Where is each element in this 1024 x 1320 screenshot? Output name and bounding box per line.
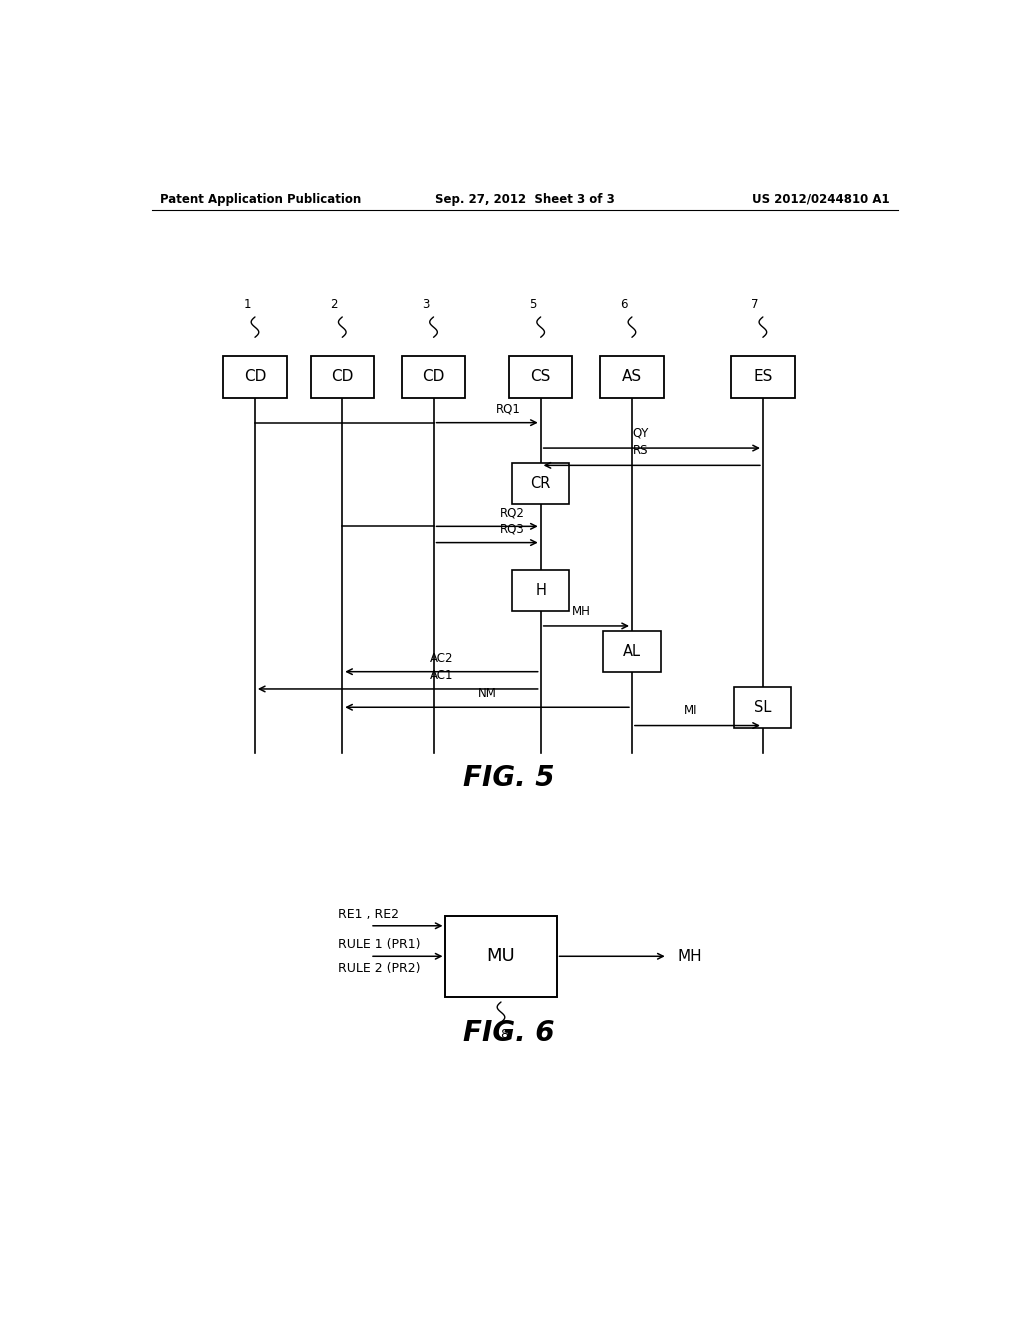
Text: NM: NM — [477, 688, 497, 700]
Bar — [512, 463, 569, 504]
Text: SL: SL — [755, 700, 771, 714]
Text: Sep. 27, 2012  Sheet 3 of 3: Sep. 27, 2012 Sheet 3 of 3 — [435, 193, 614, 206]
Text: 8: 8 — [500, 1028, 508, 1041]
Text: US 2012/0244810 A1: US 2012/0244810 A1 — [753, 193, 890, 206]
Text: RQ3: RQ3 — [500, 523, 524, 536]
Text: MH: MH — [572, 605, 591, 618]
Text: 6: 6 — [621, 298, 628, 312]
Text: CD: CD — [244, 370, 266, 384]
Text: RQ2: RQ2 — [500, 507, 524, 519]
Bar — [603, 631, 660, 672]
Text: CD: CD — [422, 370, 444, 384]
Text: ES: ES — [754, 370, 772, 384]
Text: QY: QY — [633, 426, 649, 440]
Text: AS: AS — [622, 370, 642, 384]
Text: AL: AL — [623, 644, 641, 659]
Bar — [512, 570, 569, 611]
Bar — [509, 355, 572, 399]
Bar — [445, 916, 557, 997]
Text: MH: MH — [677, 949, 701, 964]
Text: Patent Application Publication: Patent Application Publication — [160, 193, 361, 206]
Text: FIG. 6: FIG. 6 — [463, 1019, 555, 1047]
Bar — [401, 355, 465, 399]
Text: 3: 3 — [422, 298, 429, 312]
Text: CS: CS — [530, 370, 551, 384]
Text: RULE 1 (PR1): RULE 1 (PR1) — [338, 939, 421, 952]
Bar — [734, 686, 792, 727]
Bar — [731, 355, 795, 399]
Text: RS: RS — [633, 445, 648, 457]
Text: AC2: AC2 — [430, 652, 454, 664]
Text: CD: CD — [331, 370, 353, 384]
Text: 2: 2 — [331, 298, 338, 312]
Bar — [310, 355, 374, 399]
Bar — [600, 355, 664, 399]
Text: RQ1: RQ1 — [496, 403, 521, 416]
Text: FIG. 5: FIG. 5 — [463, 764, 555, 792]
Text: RULE 2 (PR2): RULE 2 (PR2) — [338, 961, 421, 974]
Text: AC1: AC1 — [430, 669, 454, 682]
Text: H: H — [536, 583, 546, 598]
Text: CR: CR — [530, 477, 551, 491]
Text: MU: MU — [486, 948, 515, 965]
Text: 7: 7 — [752, 298, 759, 312]
Text: 5: 5 — [529, 298, 537, 312]
Text: RE1 , RE2: RE1 , RE2 — [338, 908, 399, 921]
Text: 1: 1 — [244, 298, 251, 312]
Bar — [223, 355, 287, 399]
Text: MI: MI — [684, 705, 697, 718]
